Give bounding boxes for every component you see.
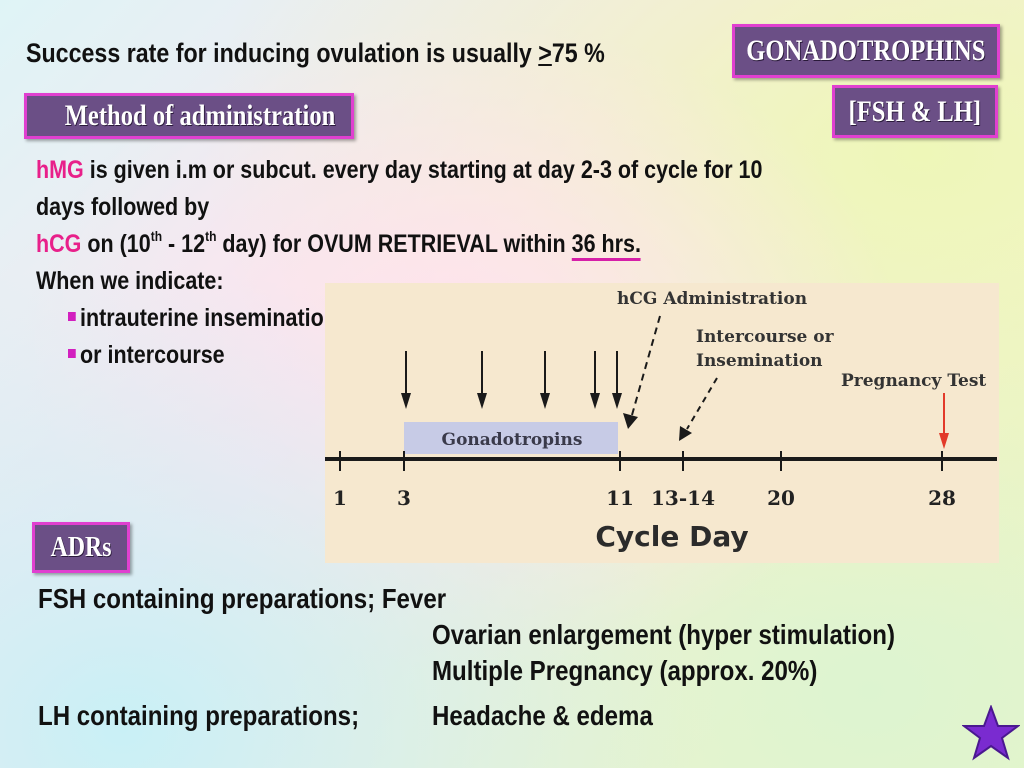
- method-heading: Method of administration: [24, 93, 354, 139]
- bullet-item: intrauterine insemination: [68, 304, 337, 333]
- cycle-day-chart: Gonadotropins 1 3 11 13-14 20 28 Cycle Day hCG A…: [325, 283, 999, 563]
- x-axis-label: Cycle Day: [595, 520, 748, 553]
- tick-label: 20: [767, 486, 795, 510]
- adrs-heading: ADRs: [32, 522, 130, 573]
- hmg-line-2: days followed by: [36, 193, 210, 221]
- intercourse-arrow: [686, 377, 718, 430]
- pregnancy-test-arrowhead: [939, 433, 949, 449]
- injection-arrowhead: [477, 393, 487, 409]
- hcg-arrow: [631, 315, 661, 416]
- hcg-annotation: hCG Administration: [617, 289, 807, 309]
- star-icon: [962, 705, 1020, 761]
- insemination-annotation: Insemination: [696, 351, 823, 371]
- adr-fsh-item: Multiple Pregnancy (approx. 20%): [432, 655, 818, 686]
- injection-arrowhead: [540, 393, 550, 409]
- gonadotrophins-tag: GONADOTROPHINS: [732, 24, 1000, 78]
- tick-label: 11: [606, 486, 634, 510]
- injection-arrowhead: [401, 393, 411, 409]
- gonadotropins-bar: [404, 422, 618, 454]
- gonadotropins-label: Gonadotropins: [442, 430, 583, 450]
- tick-label: 3: [397, 486, 411, 510]
- hcg-arrowhead: [623, 413, 638, 429]
- slide-title: Success rate for inducing ovulation is u…: [26, 38, 605, 68]
- bullet-square-icon: [68, 349, 76, 358]
- bullet-square-icon: [68, 312, 76, 321]
- adr-fsh-line: FSH containing preparations; Fever: [38, 583, 447, 614]
- adr-lh-line: LH containing preparations;: [38, 700, 360, 731]
- injection-arrowhead: [590, 393, 600, 409]
- bullet-item: or intercourse: [68, 341, 225, 370]
- adr-fsh-item: Ovarian enlargement (hyper stimulation): [432, 619, 895, 650]
- hcg-line: hCG on (10th - 12th day) for OVUM RETRIE…: [36, 228, 641, 261]
- tick-label: 28: [928, 486, 956, 510]
- tick-label: 13-14: [651, 486, 715, 510]
- indicate-line: When we indicate:: [36, 267, 224, 295]
- injection-arrowhead: [612, 393, 622, 409]
- pregnancy-test-annotation: Pregnancy Test: [841, 371, 986, 391]
- intercourse-arrowhead: [679, 426, 692, 441]
- hmg-line: hMG is given i.m or subcut. every day st…: [36, 156, 763, 184]
- fsh-lh-tag: [FSH & LH]: [832, 85, 998, 138]
- adr-lh-item: Headache & edema: [432, 700, 653, 731]
- intercourse-annotation: Intercourse or: [696, 327, 835, 347]
- tick-label: 1: [333, 486, 347, 510]
